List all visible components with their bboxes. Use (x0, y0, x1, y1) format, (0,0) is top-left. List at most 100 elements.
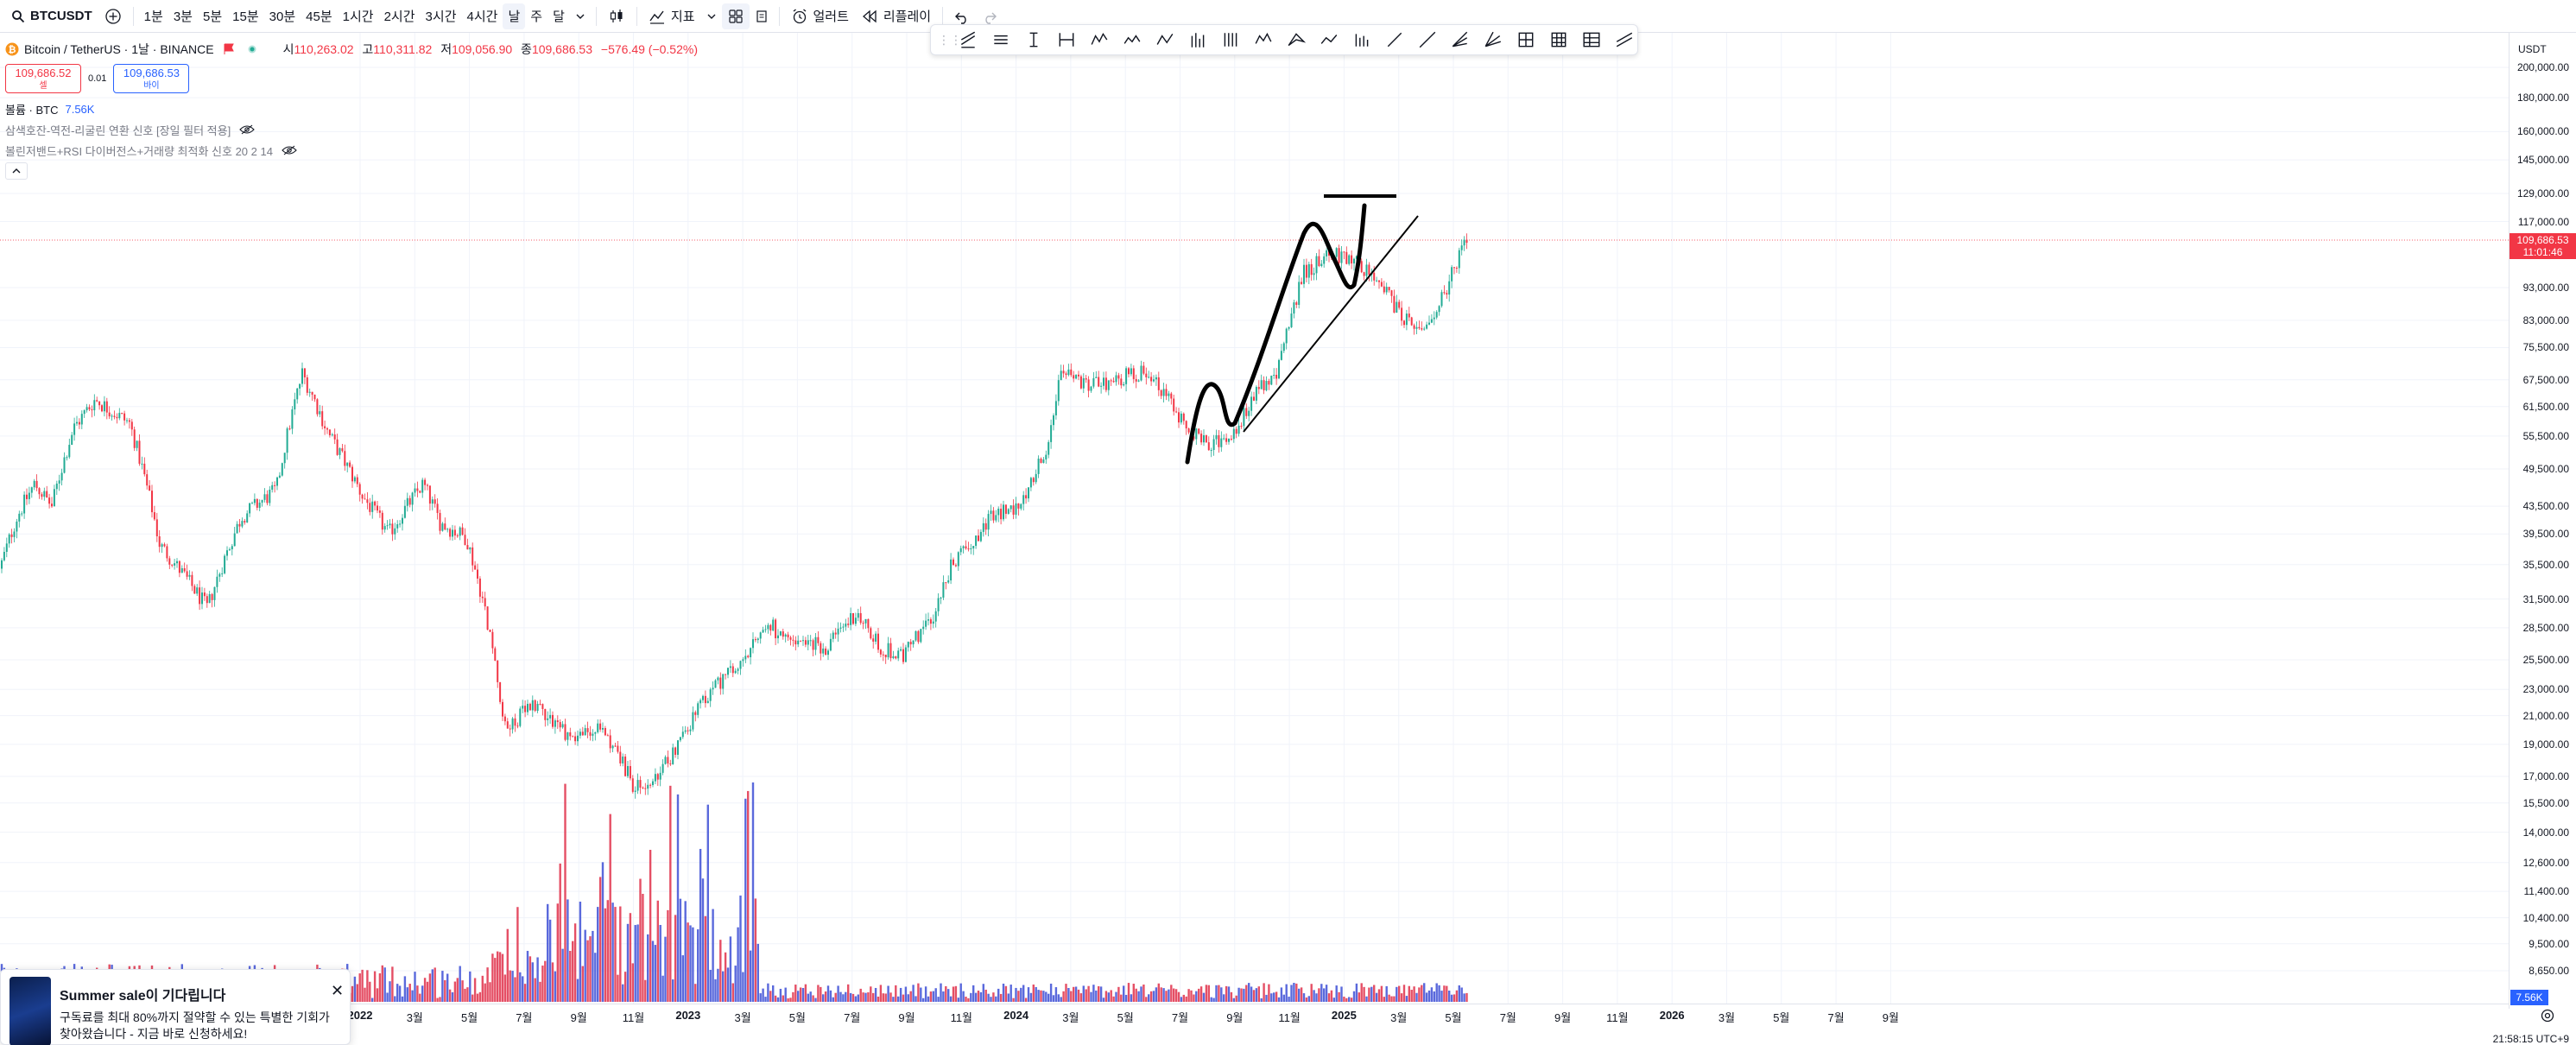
interval-button[interactable]: 30분 (269, 10, 296, 24)
interval-button[interactable]: 2시간 (383, 10, 415, 24)
promo-body[interactable]: 구독료를 최대 80%까지 절약할 수 있는 특별한 기회가 찾아왔습니다 - … (60, 1010, 330, 1041)
interval-button[interactable]: 3시간 (425, 10, 457, 24)
candle-body (1218, 434, 1220, 447)
volume-bar (448, 989, 452, 1002)
volume-bar (526, 951, 529, 1002)
candle-body (13, 531, 16, 537)
candle-body (912, 640, 915, 645)
drawing-tool-button[interactable] (1017, 27, 1050, 53)
price-axis[interactable]: 200,000.00 180,000.00 160,000.00 145,000.00… (2509, 33, 2576, 1009)
drawing-tool-button[interactable] (1181, 27, 1214, 53)
volume-bar (1421, 985, 1423, 1002)
drawing-tool-button[interactable] (1247, 27, 1280, 53)
volume-bar (353, 976, 357, 1002)
time-tick-label: 9월 (570, 1011, 587, 1024)
collapse-legend-button[interactable] (5, 162, 28, 180)
drawing-tool-button[interactable] (1345, 27, 1378, 53)
symbol-title[interactable]: Bitcoin / TetherUS · 1날 · BINANCE (24, 42, 214, 56)
candle-body (85, 407, 88, 411)
chart-type-button[interactable] (602, 3, 631, 29)
indicator-row-1[interactable]: 삼색호잔-역전-리굴린 연환 신호 [장일 필터 적용] (5, 119, 703, 140)
interval-button[interactable]: 3분 (173, 10, 193, 24)
interval-button[interactable]: 1분 (143, 10, 163, 24)
candle-body (351, 466, 353, 482)
layout-button[interactable] (721, 3, 750, 29)
drawing-tool-button[interactable] (952, 27, 984, 53)
drawing-tool-button[interactable] (1444, 27, 1477, 53)
interval-button[interactable]: 45분 (306, 10, 332, 24)
candle-body (847, 624, 850, 625)
volume-bar (714, 978, 717, 1002)
drawing-tool-button[interactable] (1477, 27, 1510, 53)
close-icon[interactable]: ✕ (331, 982, 345, 999)
eye-hidden-icon[interactable] (239, 124, 255, 135)
candle-body (1393, 295, 1396, 314)
drawing-tool-button[interactable] (1313, 27, 1345, 53)
drawing-tool-button[interactable] (1214, 27, 1247, 53)
drawing-tool-button[interactable] (1608, 27, 1641, 53)
candle-body (967, 548, 970, 550)
clock-readout[interactable]: 21:58:15 UTC+9 (2492, 1033, 2569, 1045)
interval-button[interactable]: 5분 (202, 10, 223, 24)
candle-body (1343, 251, 1345, 253)
candle-body (519, 708, 522, 726)
drag-handle-icon[interactable]: ⋮⋮ (938, 32, 962, 47)
interval-dropdown[interactable] (570, 3, 591, 29)
templates-button[interactable] (750, 3, 774, 29)
indicator-row-2[interactable]: 볼린저밴드+RSI 다이버전스+거래량 최적화 신호 20 2 14 (5, 140, 703, 161)
volume-bar (408, 984, 411, 1002)
volume-bar (1045, 991, 1047, 1002)
drawing-tool-button[interactable] (1411, 27, 1444, 53)
currency-label[interactable]: USDT (2518, 43, 2547, 55)
candle-body (649, 784, 652, 786)
drawing-tool-button[interactable] (1116, 27, 1149, 53)
drawing-tool-button[interactable] (1149, 27, 1181, 53)
volume-bar (1024, 998, 1028, 1002)
drawing-tool-button[interactable] (1083, 27, 1116, 53)
sell-button[interactable]: 109,686.52 셀 (5, 64, 81, 93)
undo-button[interactable] (948, 3, 976, 29)
drawing-tool-button[interactable] (1510, 27, 1542, 53)
candle-body (253, 498, 256, 504)
drawing-tool-button[interactable] (1378, 27, 1411, 53)
indicators-button[interactable]: 지표 (642, 3, 701, 29)
interval-button[interactable]: 주 (530, 10, 543, 24)
eye-hidden-icon[interactable] (282, 145, 297, 155)
volume-bar (1205, 985, 1208, 1002)
promo-title[interactable]: Summer sale이 기다립니다 (60, 989, 226, 1004)
flag-icon[interactable] (223, 43, 235, 55)
interval-button[interactable]: 4시간 (466, 10, 498, 24)
volume-bar (1198, 988, 1200, 1002)
gear-icon[interactable] (2539, 1007, 2556, 1024)
candle-body (522, 706, 524, 709)
drawing-tool-button[interactable] (1280, 27, 1313, 53)
replay-button[interactable]: 리플레이 (855, 3, 937, 29)
compare-button[interactable] (98, 3, 128, 29)
interval-button[interactable]: 15분 (232, 10, 259, 24)
redo-button[interactable] (976, 3, 1003, 29)
drawing-tool-button[interactable] (984, 27, 1017, 53)
time-axis[interactable]: 2022 3월 5월 7월 9월 11월 2023 3월 5월 7월 9월 11월 2024 3월 5월 7월… (0, 1004, 2509, 1026)
buy-button[interactable]: 109,686.53 바이 (113, 64, 190, 93)
volume-indicator-row[interactable]: 볼륨 · BTC 7.56K (5, 98, 703, 119)
symbol-search[interactable]: BTCUSDT (5, 3, 98, 29)
volume-bar (687, 922, 689, 1002)
interval-button[interactable]: 달 (553, 10, 565, 24)
candle-body (278, 475, 281, 478)
candle-body (527, 703, 528, 712)
drawing-tool-button[interactable] (1050, 27, 1083, 53)
interval-button[interactable]: 1시간 (342, 10, 374, 24)
candle-body (689, 729, 692, 732)
indicators-dropdown[interactable] (701, 3, 722, 29)
alert-button[interactable]: 얼러트 (785, 3, 855, 29)
candle-body (677, 740, 679, 755)
drawing-tool-button[interactable] (1575, 27, 1608, 53)
candle-body (697, 703, 699, 715)
volume-bar (801, 988, 805, 1002)
drawing-tool-button[interactable] (1542, 27, 1575, 53)
candle-body (1248, 410, 1250, 416)
volume-bar (617, 974, 619, 1002)
volume-bar (1393, 996, 1396, 1002)
interval-button[interactable]: 날 (503, 3, 526, 29)
